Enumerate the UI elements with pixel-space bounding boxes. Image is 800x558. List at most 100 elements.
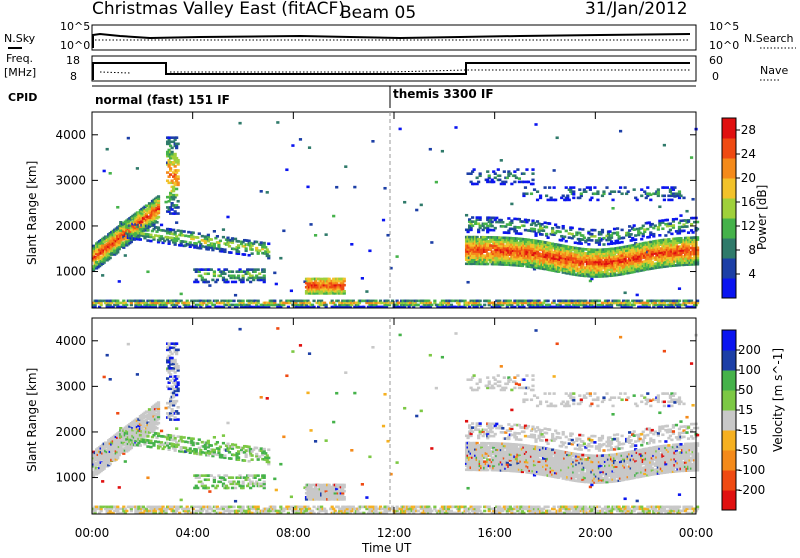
cpid-label: CPID xyxy=(8,91,37,104)
echo-cell xyxy=(282,229,285,232)
echo-cell xyxy=(479,225,482,228)
echo-cell xyxy=(636,300,639,303)
echo-cell xyxy=(116,506,119,509)
echo-cell xyxy=(510,219,513,222)
echo-cell xyxy=(157,195,160,198)
echo-cell xyxy=(169,140,172,143)
echo-cell xyxy=(430,241,433,244)
echo-cell xyxy=(166,171,169,174)
echo-cell xyxy=(306,186,309,189)
echo-cell xyxy=(433,300,436,303)
echo-cell xyxy=(504,181,507,184)
echo-cell xyxy=(566,195,569,198)
echo-cell xyxy=(226,281,229,284)
echo-cell xyxy=(100,300,103,303)
echo-cell xyxy=(554,223,557,226)
echo-cell xyxy=(556,136,559,139)
echo-cell xyxy=(572,190,575,193)
echo-cell xyxy=(648,236,651,239)
echo-cell xyxy=(465,214,468,217)
echo-cell xyxy=(531,172,534,175)
echo-cell xyxy=(267,255,270,258)
echo-cell xyxy=(119,508,122,511)
echo-cell xyxy=(624,186,627,189)
echo-cell xyxy=(109,172,112,175)
echo-cell xyxy=(471,216,474,219)
echo-cell xyxy=(169,212,172,215)
nsearch-label: N.Search xyxy=(744,32,794,45)
echo-cell xyxy=(237,250,240,253)
echo-cell xyxy=(249,281,252,284)
echo-cell xyxy=(640,195,643,198)
nave-trace xyxy=(100,70,690,73)
echo-cell xyxy=(127,137,130,140)
cpid-segment-1: normal (fast) 151 IF xyxy=(95,93,230,107)
echo-cell xyxy=(430,304,433,307)
echo-cell xyxy=(611,247,614,250)
echo-cell xyxy=(383,187,386,190)
echo-cell xyxy=(658,234,661,237)
echo-cell xyxy=(495,217,498,220)
echo-cell xyxy=(136,167,139,170)
echo-cell xyxy=(290,289,293,292)
echo-cell xyxy=(560,235,563,238)
echo-cell xyxy=(204,272,207,275)
echo-cell xyxy=(501,221,504,224)
echo-cell xyxy=(547,300,550,303)
echo-cell xyxy=(223,248,226,251)
echo-cell xyxy=(213,230,216,233)
echo-cell xyxy=(500,159,503,162)
echo-cell xyxy=(494,176,497,179)
echo-cell xyxy=(581,228,584,231)
echo-cell xyxy=(124,254,127,257)
echo-cell xyxy=(590,239,593,242)
echo-cell xyxy=(515,176,518,179)
echo-cell xyxy=(248,240,251,243)
echo-cell xyxy=(646,228,649,231)
echo-cell xyxy=(146,229,149,232)
echo-cell xyxy=(547,236,550,239)
echo-cell xyxy=(536,199,539,202)
echo-cell xyxy=(587,243,590,246)
echo-cell xyxy=(192,236,195,239)
echo-cell xyxy=(255,241,258,244)
echo-cell xyxy=(654,224,657,227)
echo-cell xyxy=(510,228,513,231)
echo-cell xyxy=(106,300,109,303)
echo-cell xyxy=(524,229,527,232)
echo-cell xyxy=(636,294,639,297)
echo-cell xyxy=(174,231,177,234)
echo-cell xyxy=(109,257,112,260)
echo-cell xyxy=(667,238,670,241)
echo-cell xyxy=(177,229,180,232)
echo-cell xyxy=(161,237,164,240)
echo-cell xyxy=(207,281,210,284)
echo-cell xyxy=(231,270,234,273)
power-ylabel: Slant Range [km] xyxy=(25,161,39,265)
echo-cell xyxy=(184,241,187,244)
echo-cell xyxy=(534,232,537,235)
echo-cell xyxy=(534,224,537,227)
echo-cell xyxy=(545,226,548,229)
echo-cell xyxy=(587,237,590,240)
echo-cell xyxy=(572,197,575,200)
echo-cell xyxy=(521,220,524,223)
echo-cell xyxy=(486,263,489,266)
echo-cell xyxy=(691,231,694,234)
echo-cell xyxy=(510,302,513,305)
echo-cell xyxy=(610,190,613,193)
echo-cell xyxy=(649,231,652,234)
echo-cell xyxy=(175,235,178,238)
echo-cell xyxy=(565,186,568,189)
echo-cell xyxy=(124,460,127,463)
echo-cell xyxy=(335,186,338,189)
echo-cell xyxy=(142,300,145,303)
velocity-echo-layer xyxy=(92,327,699,514)
echo-cell xyxy=(663,199,666,202)
echo-cell xyxy=(231,281,234,284)
echo-cell xyxy=(557,226,560,229)
echo-cell xyxy=(509,172,512,175)
freq-tick-low: 8 xyxy=(70,70,77,83)
echo-cell xyxy=(232,300,235,303)
echo-cell xyxy=(255,247,258,250)
